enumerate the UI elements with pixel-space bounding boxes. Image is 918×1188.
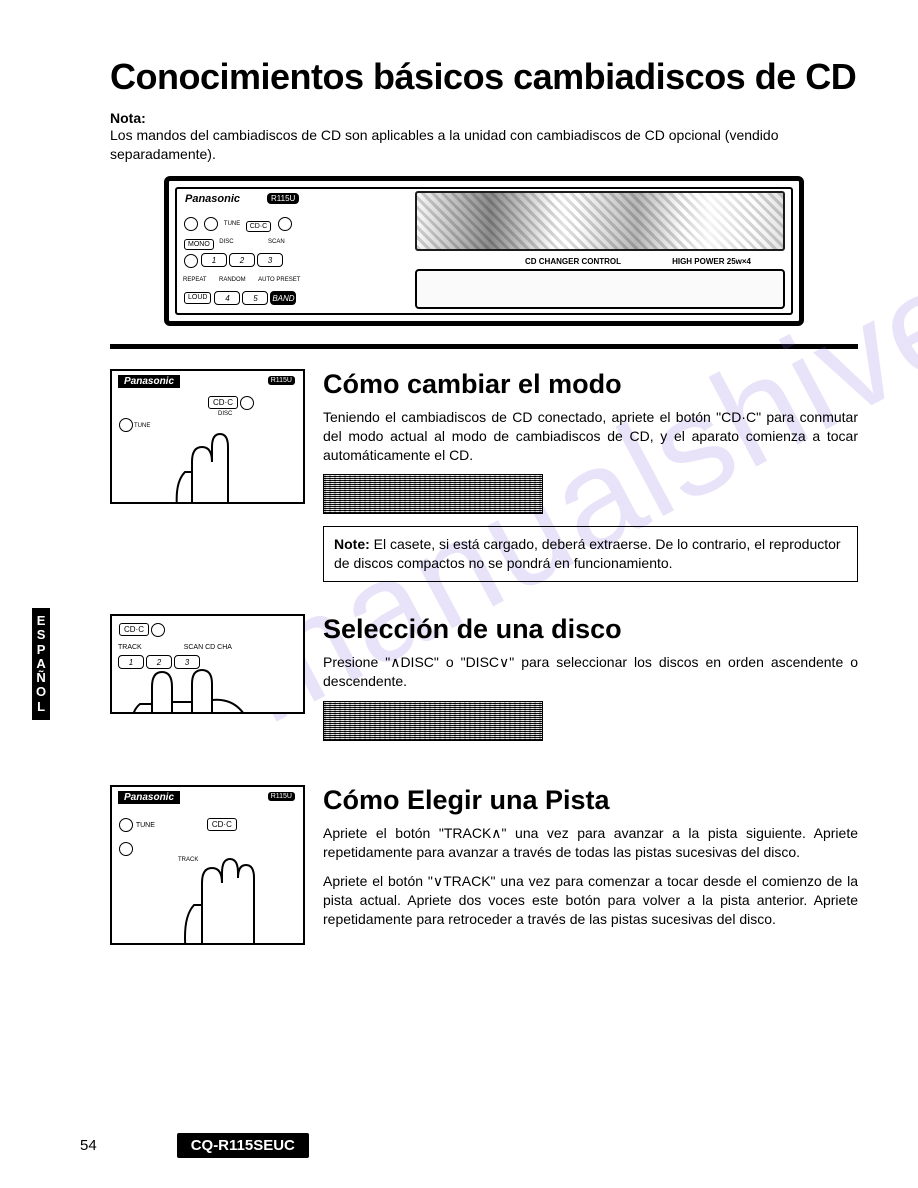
heading-track: Cómo Elegir una Pista <box>323 785 858 816</box>
note-box-body: El casete, si está cargado, deberá extra… <box>334 536 841 571</box>
scan-label: SCAN <box>268 239 285 245</box>
tune-up-icon <box>204 217 218 231</box>
section-mode: Panasonic R115U CD·C DISC TUNE Cómo camb… <box>110 369 858 582</box>
round-icon <box>184 254 198 268</box>
disc-icon <box>278 217 292 231</box>
tune-thumb: TUNE <box>134 423 150 429</box>
body-track-2: Apriete el botón "∨TRACK" una vez para c… <box>323 872 858 929</box>
device-illustration-main: Panasonic R115U CD CHANGER CONTROL HIGH … <box>164 176 804 326</box>
thumb-disc: CD·C TRACK SCAN CD CHA 1 2 3 <box>110 614 305 714</box>
cassette-slot <box>415 191 785 251</box>
cdc-thumb: CD·C <box>208 396 238 409</box>
section-track: Panasonic R115U TUNE CD·C TRACK Cómo Ele… <box>110 785 858 945</box>
note-text: Los mandos del cambiadiscos de CD son ap… <box>110 126 858 164</box>
round-icon <box>119 418 133 432</box>
tab-l: L <box>36 700 46 714</box>
cdc-thumb2: CD·C <box>119 623 149 636</box>
thumb-mode: Panasonic R115U CD·C DISC TUNE <box>110 369 305 504</box>
round3b-icon <box>119 842 133 856</box>
thumb3-brand: Panasonic <box>118 791 180 804</box>
section-track-content: Cómo Elegir una Pista Apriete el botón "… <box>323 785 858 938</box>
device-brand: Panasonic <box>185 193 240 205</box>
tune-thumb3: TUNE <box>136 822 155 829</box>
tab-a: A <box>36 657 46 671</box>
hand-icon <box>162 823 302 945</box>
tune-label: TUNE <box>224 221 240 227</box>
section-mode-content: Cómo cambiar el modo Teniendo el cambiad… <box>323 369 858 582</box>
preset-1: 1 <box>201 253 227 267</box>
random-label: RANDOM <box>219 277 246 283</box>
body-track-1: Apriete el botón "TRACK∧" una vez para a… <box>323 824 858 862</box>
device-display <box>415 269 785 309</box>
thumb-brand: Panasonic <box>118 375 180 388</box>
tab-p: P <box>36 643 46 657</box>
thumb3-model: R115U <box>268 792 295 801</box>
section-disc-content: Selección de una disco Presione "∧DISC" … <box>323 614 858 753</box>
fingers-icon <box>122 642 282 714</box>
note-box: Note: El casete, si está cargado, deberá… <box>323 526 858 582</box>
heading-mode: Cómo cambiar el modo <box>323 369 858 400</box>
repeat-label: REPEAT <box>183 277 207 283</box>
tab-e: E <box>36 614 46 628</box>
disc-dot-icon <box>240 396 254 410</box>
model-badge: CQ-R115SEUC <box>177 1133 309 1158</box>
body-disc: Presione "∧DISC" o "DISC∨" para seleccio… <box>323 653 858 691</box>
device-label-control: CD CHANGER CONTROL <box>525 257 621 266</box>
footer: 54 CQ-R115SEUC <box>80 1133 858 1158</box>
device-model: R115U <box>267 193 299 204</box>
loud-button: LOUD <box>184 292 211 304</box>
preset-3: 3 <box>257 253 283 267</box>
manual-page: Conocimientos básicos cambiadiscos de CD… <box>0 0 918 1017</box>
autopreset-label: AUTO PRESET <box>258 277 300 283</box>
finger-icon <box>152 412 262 504</box>
disc-dot2-icon <box>151 623 165 637</box>
band-button: BAND <box>270 291 296 305</box>
preset-2: 2 <box>229 253 255 267</box>
disc-label: DISC <box>219 239 233 245</box>
cdc-button: CD·C <box>246 221 272 232</box>
tab-o: O <box>36 685 46 699</box>
heading-disc: Selección de una disco <box>323 614 858 645</box>
body-mode: Teniendo el cambiadiscos de CD conectado… <box>323 408 858 465</box>
page-title: Conocimientos básicos cambiadiscos de CD <box>110 56 858 98</box>
preset-5: 5 <box>242 291 268 305</box>
thumb-track: Panasonic R115U TUNE CD·C TRACK <box>110 785 305 945</box>
preset-4: 4 <box>214 291 240 305</box>
lcd-display-2 <box>323 701 543 741</box>
vol-icon <box>184 217 198 231</box>
lcd-display <box>323 474 543 514</box>
round3-icon <box>119 818 133 832</box>
language-tab: E S P A Ñ O L <box>32 608 50 720</box>
divider <box>110 344 858 349</box>
note-label: Nota: <box>110 110 858 126</box>
tab-s: S <box>36 628 46 642</box>
page-number: 54 <box>80 1137 97 1154</box>
thumb-model: R115U <box>268 376 295 385</box>
tab-n: Ñ <box>36 671 46 685</box>
mono-button: MONO <box>184 239 214 250</box>
device-inner: Panasonic R115U CD CHANGER CONTROL HIGH … <box>175 187 793 315</box>
device-label-power: HIGH POWER 25w×4 <box>672 257 751 266</box>
section-disc: CD·C TRACK SCAN CD CHA 1 2 3 Selección d… <box>110 614 858 753</box>
note-box-label: Note: <box>334 536 370 552</box>
device-controls: TUNE CD·C MONO DISC SCAN 1 2 3 REPEAT <box>183 215 403 315</box>
